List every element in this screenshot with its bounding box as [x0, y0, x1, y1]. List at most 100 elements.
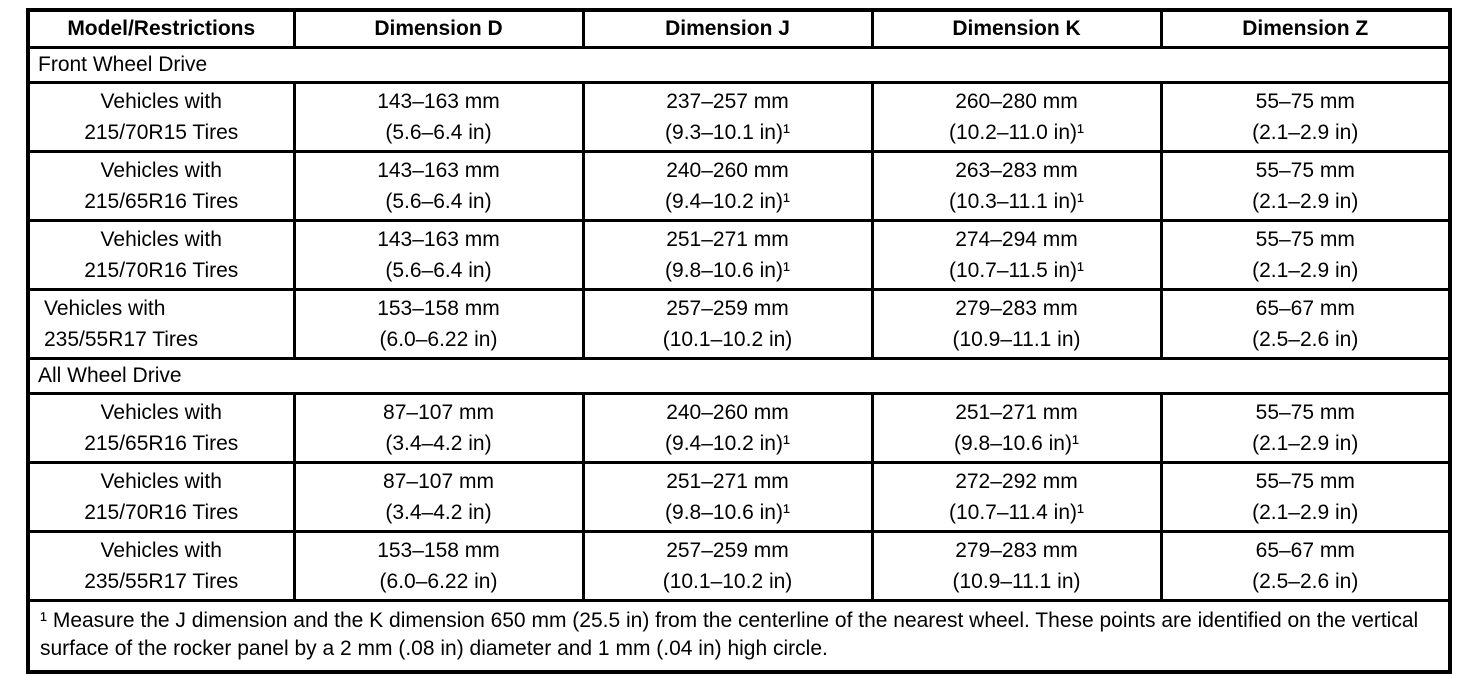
model-line-1: Vehicles with	[100, 90, 222, 113]
value-mm: 260–280 mm	[955, 90, 1078, 113]
value-mm: 279–283 mm	[955, 539, 1078, 562]
value-mm: 240–260 mm	[666, 401, 789, 424]
model-line-2: 215/70R16 Tires	[84, 259, 239, 282]
model-cell: Vehicles with 215/70R16 Tires	[26, 219, 296, 291]
dimension-z-cell: 65–67 mm (2.5–2.6 in)	[1159, 530, 1452, 602]
table-row: Vehicles with 235/55R17 Tires 153–158 mm…	[26, 530, 1452, 602]
value-mm: 237–257 mm	[666, 90, 789, 113]
dimension-j-cell: 240–260 mm (9.4–10.2 in)¹	[581, 392, 874, 464]
value-in: (3.4–4.2 in)	[385, 501, 492, 524]
value-in: (10.7–11.4 in)¹	[948, 501, 1085, 524]
col-header-model-restrictions: Model/Restrictions	[26, 8, 296, 49]
value-in: (9.8–10.6 in)¹	[665, 259, 790, 282]
value-in: (5.6–6.4 in)	[385, 121, 492, 144]
model-line-2: 235/55R17 Tires	[44, 328, 199, 351]
model-cell: Vehicles with 215/70R16 Tires	[26, 461, 296, 533]
value-in: (10.9–11.1 in)	[952, 570, 1081, 593]
value-in: (9.8–10.6 in)¹	[665, 501, 790, 524]
value-in: (10.9–11.1 in)	[952, 328, 1081, 351]
dimension-j-cell: 237–257 mm (9.3–10.1 in)¹	[581, 81, 874, 153]
value-in: (10.1–10.2 in)	[662, 328, 793, 351]
value-in: (2.5–2.6 in)	[1252, 328, 1359, 351]
value-mm: 251–271 mm	[666, 470, 789, 493]
dimension-k-cell: 279–283 mm (10.9–11.1 in)	[870, 288, 1163, 360]
value-in: (10.3–11.1 in)¹	[948, 190, 1085, 213]
table-row: Vehicles with 215/70R16 Tires 87–107 mm …	[26, 461, 1452, 533]
value-mm: 153–158 mm	[377, 297, 500, 320]
model-line-1: Vehicles with	[100, 228, 222, 251]
value-in: (10.1–10.2 in)	[662, 570, 793, 593]
value-in: (5.6–6.4 in)	[385, 259, 492, 282]
dimension-d-cell: 143–163 mm (5.6–6.4 in)	[292, 219, 585, 291]
value-in: (10.2–11.0 in)¹	[948, 121, 1085, 144]
value-in: (2.1–2.9 in)	[1252, 190, 1359, 213]
dimension-d-cell: 143–163 mm (5.6–6.4 in)	[292, 81, 585, 153]
table-row: Vehicles with 215/65R16 Tires 87–107 mm …	[26, 392, 1452, 464]
dimension-k-cell: 274–294 mm (10.7–11.5 in)¹	[870, 219, 1163, 291]
value-in: (9.8–10.6 in)¹	[954, 432, 1079, 455]
dimension-d-cell: 87–107 mm (3.4–4.2 in)	[292, 392, 585, 464]
value-in: (6.0–6.22 in)	[379, 328, 498, 351]
value-mm: 87–107 mm	[383, 401, 494, 424]
model-cell: Vehicles with 235/55R17 Tires	[26, 530, 296, 602]
dimension-z-cell: 55–75 mm (2.1–2.9 in)	[1159, 150, 1452, 222]
model-line-1: Vehicles with	[100, 470, 222, 493]
table-row: Vehicles with 215/65R16 Tires 143–163 mm…	[26, 150, 1452, 222]
value-mm: 263–283 mm	[955, 159, 1078, 182]
header-row: Model/Restrictions Dimension D Dimension…	[26, 8, 1452, 49]
dimension-k-cell: 279–283 mm (10.9–11.1 in)	[870, 530, 1163, 602]
dimension-z-cell: 55–75 mm (2.1–2.9 in)	[1159, 461, 1452, 533]
value-in: (2.1–2.9 in)	[1252, 432, 1359, 455]
value-mm: 257–259 mm	[666, 297, 789, 320]
dimension-d-cell: 153–158 mm (6.0–6.22 in)	[292, 530, 585, 602]
dimension-k-cell: 251–271 mm (9.8–10.6 in)¹	[870, 392, 1163, 464]
model-line-1: Vehicles with	[100, 159, 222, 182]
value-mm: 279–283 mm	[955, 297, 1078, 320]
value-in: (5.6–6.4 in)	[385, 190, 492, 213]
model-cell: Vehicles with 215/65R16 Tires	[26, 392, 296, 464]
value-mm: 65–67 mm	[1255, 539, 1355, 562]
value-mm: 143–163 mm	[377, 90, 500, 113]
dimension-k-cell: 263–283 mm (10.3–11.1 in)¹	[870, 150, 1163, 222]
value-mm: 55–75 mm	[1255, 401, 1355, 424]
value-mm: 257–259 mm	[666, 539, 789, 562]
col-header-dimension-j: Dimension J	[581, 8, 874, 49]
dimension-d-cell: 143–163 mm (5.6–6.4 in)	[292, 150, 585, 222]
value-mm: 65–67 mm	[1255, 297, 1355, 320]
footnote-row: ¹ Measure the J dimension and the K dime…	[26, 599, 1452, 674]
value-in: (2.1–2.9 in)	[1252, 501, 1359, 524]
dimension-z-cell: 55–75 mm (2.1–2.9 in)	[1159, 219, 1452, 291]
value-in: (10.7–11.5 in)¹	[948, 259, 1085, 282]
col-header-dimension-d: Dimension D	[292, 8, 585, 49]
value-in: (9.3–10.1 in)¹	[665, 121, 790, 144]
table-row: Vehicles with 215/70R15 Tires 143–163 mm…	[26, 81, 1452, 153]
value-mm: 272–292 mm	[955, 470, 1078, 493]
dimension-j-cell: 251–271 mm (9.8–10.6 in)¹	[581, 461, 874, 533]
value-mm: 55–75 mm	[1255, 159, 1355, 182]
value-mm: 274–294 mm	[955, 228, 1078, 251]
value-in: (9.4–10.2 in)¹	[665, 432, 790, 455]
dimension-d-cell: 153–158 mm (6.0–6.22 in)	[292, 288, 585, 360]
model-cell: Vehicles with 215/65R16 Tires	[26, 150, 296, 222]
model-line-2: 215/65R16 Tires	[84, 432, 239, 455]
value-in: (2.5–2.6 in)	[1252, 570, 1359, 593]
dimension-z-cell: 55–75 mm (2.1–2.9 in)	[1159, 81, 1452, 153]
model-line-2: 215/70R16 Tires	[84, 501, 239, 524]
section-row-all-wheel-drive: All Wheel Drive	[26, 357, 1452, 395]
dimensions-table: Model/Restrictions Dimension D Dimension…	[26, 8, 1452, 674]
value-mm: 153–158 mm	[377, 539, 500, 562]
section-row-front-wheel-drive: Front Wheel Drive	[26, 46, 1452, 84]
model-line-1: Vehicles with	[100, 539, 222, 562]
value-mm: 87–107 mm	[383, 470, 494, 493]
model-cell: Vehicles with 215/70R15 Tires	[26, 81, 296, 153]
value-mm: 143–163 mm	[377, 159, 500, 182]
model-line-1: Vehicles with	[100, 401, 222, 424]
section-title: Front Wheel Drive	[26, 46, 1452, 84]
value-mm: 55–75 mm	[1255, 90, 1355, 113]
dimension-d-cell: 87–107 mm (3.4–4.2 in)	[292, 461, 585, 533]
model-line-2: 235/55R17 Tires	[84, 570, 239, 593]
table-row: Vehicles with 235/55R17 Tires 153–158 mm…	[26, 288, 1452, 360]
dimension-j-cell: 240–260 mm (9.4–10.2 in)¹	[581, 150, 874, 222]
dimension-z-cell: 55–75 mm (2.1–2.9 in)	[1159, 392, 1452, 464]
